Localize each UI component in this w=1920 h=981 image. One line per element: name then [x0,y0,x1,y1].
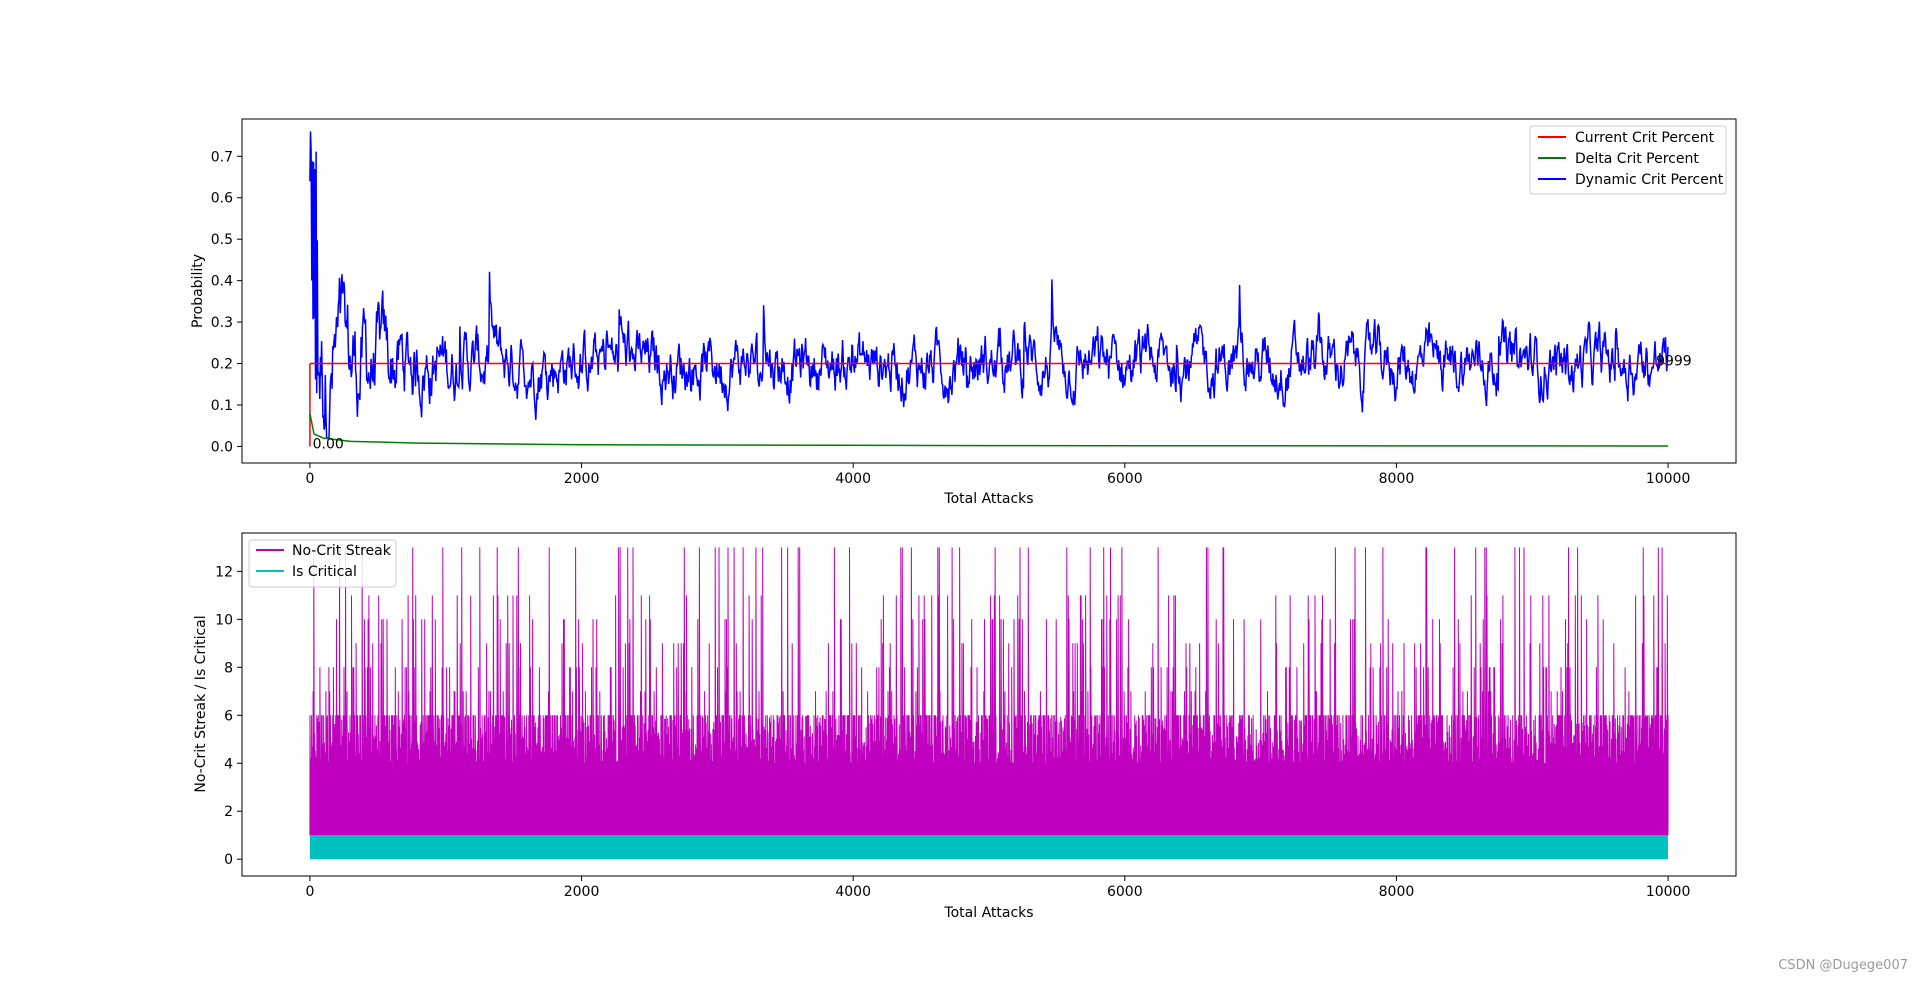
y-tick-label: 0.4 [211,274,233,290]
y-tick-label: 0.2 [211,357,233,373]
streak-y-ticks: 0 2 4 6 8 10 12 [215,564,242,868]
x-tick-label: 8000 [1379,884,1415,900]
x-tick-label: 10000 [1646,884,1691,900]
series-no-crit-streak-band [309,763,1668,836]
streak-x-label: Total Attacks [943,905,1033,921]
probability-plot-area: 0.00 9999 [309,131,1692,452]
x-tick-label: 10000 [1646,471,1691,487]
x-tick-label: 2000 [564,884,600,900]
streak-axes-frame [241,532,1737,877]
y-tick-label: 4 [224,756,233,772]
y-tick-label: 0 [224,852,233,868]
annotation-end: 9999 [1656,354,1692,370]
probability-legend-box [1529,125,1727,195]
x-tick-label: 0 [305,884,314,900]
series-dynamic-crit-line [309,131,1669,439]
probability-legend: Current Crit Percent Delta Crit Percent … [1529,125,1727,195]
watermark: CSDN @Dugege007 [1778,958,1908,973]
probability-y-ticks: 0.0 0.1 0.2 0.3 0.4 0.5 0.6 0.7 [211,149,242,455]
streak-plot-area [309,547,1669,860]
probability-y-label: Probability [190,254,206,328]
legend-label-dynamic: Dynamic Crit Percent [1575,172,1724,188]
probability-x-ticks: 0 2000 4000 6000 8000 10000 [305,463,1690,487]
streak-x-ticks: 0 2000 4000 6000 8000 10000 [305,876,1690,900]
x-tick-label: 6000 [1107,471,1143,487]
x-tick-label: 2000 [564,471,600,487]
x-tick-label: 8000 [1379,471,1415,487]
series-is-critical-band [309,835,1668,860]
probability-axes-frame [241,118,1737,464]
y-tick-label: 0.7 [211,149,233,165]
y-tick-label: 0.1 [211,398,233,414]
y-tick-label: 0.6 [211,191,233,207]
legend-label-critical: Is Critical [292,564,357,580]
x-tick-label: 0 [305,471,314,487]
y-tick-label: 6 [224,708,233,724]
y-tick-label: 12 [215,564,233,580]
streak-legend: No-Crit Streak Is Critical [248,539,397,588]
y-tick-label: 0.3 [211,315,233,331]
x-tick-label: 4000 [835,471,871,487]
y-tick-label: 10 [215,612,233,628]
legend-label-streak: No-Crit Streak [292,543,392,559]
streak-y-label: No-Crit Streak / Is Critical [193,615,209,792]
legend-label-current: Current Crit Percent [1575,130,1715,146]
x-tick-label: 4000 [835,884,871,900]
x-tick-label: 6000 [1107,884,1143,900]
probability-x-label: Total Attacks [943,491,1033,507]
y-tick-label: 8 [224,660,233,676]
streak-legend-box [248,539,397,588]
annotation-start: 0.00 [313,436,344,452]
y-tick-label: 0.5 [211,232,233,248]
legend-label-delta: Delta Crit Percent [1575,151,1699,167]
y-tick-label: 0.0 [211,439,233,455]
series-delta-crit-line [309,413,1669,447]
streak-panel: 0 2000 4000 6000 8000 10000 0 2 4 6 8 10 12 Total A… [193,532,1737,921]
y-tick-label: 2 [224,804,233,820]
